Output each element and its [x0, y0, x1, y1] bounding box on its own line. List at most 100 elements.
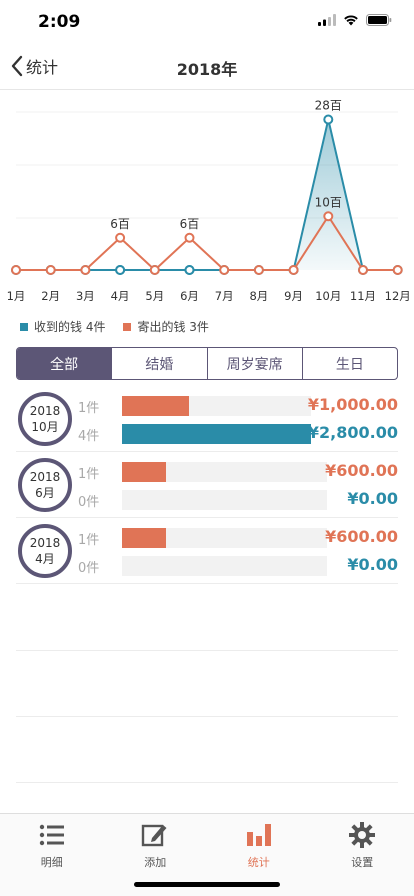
- sent-point: [149, 265, 160, 275]
- received-amount: ¥2,800.00: [307, 423, 398, 442]
- sent-bar: [122, 528, 166, 548]
- bar-chart-icon: [246, 824, 271, 846]
- record-month: 4月: [35, 552, 55, 566]
- x-tick-label: 5月: [145, 289, 164, 303]
- tab-bar: 明细 添加 统计 设置: [0, 813, 414, 896]
- date-circle: 2018 10月: [18, 392, 72, 446]
- x-tick-label: 6月: [180, 289, 199, 303]
- sent-bar: [122, 396, 190, 416]
- legend-received-label: 收到的钱 4件: [34, 320, 106, 334]
- point-label: 10百: [315, 195, 342, 209]
- status-time: 2:09: [38, 12, 81, 32]
- x-tick-label: 3月: [76, 289, 95, 303]
- sent-point: [392, 265, 403, 275]
- list-separator: [16, 782, 398, 783]
- record-month: 10月: [31, 420, 59, 434]
- received-bar-track: [122, 556, 327, 576]
- sent-count: 1件: [78, 467, 100, 482]
- filter-wedding[interactable]: 结婚: [112, 348, 208, 379]
- received-count: 0件: [78, 495, 100, 510]
- tab-add[interactable]: 添加: [104, 814, 208, 896]
- sent-point: [11, 265, 21, 275]
- page-title: 2018年: [176, 60, 238, 79]
- point-label: 6百: [110, 217, 130, 231]
- received-point: [115, 265, 126, 275]
- received-amount: ¥0.00: [347, 489, 398, 508]
- sent-amount: ¥600.00: [325, 527, 398, 546]
- x-tick-label: 9月: [284, 289, 303, 303]
- received-line: 0件 ¥0.00: [78, 489, 398, 511]
- filter-all[interactable]: 全部: [17, 348, 113, 379]
- battery-icon: [366, 14, 392, 26]
- x-tick-label: 4月: [111, 289, 130, 303]
- sent-line: 1件 ¥1,000.00: [78, 395, 398, 417]
- x-tick-label: 10月: [315, 289, 341, 303]
- sent-bar-track: [122, 528, 327, 548]
- sent-bar-track: [122, 396, 311, 416]
- gear-icon: [349, 822, 376, 848]
- record-row[interactable]: 2018 10月 1件 ¥1,000.00 4件 ¥2,800.00: [16, 386, 398, 452]
- date-circle: 2018 6月: [18, 458, 72, 512]
- sent-point: [80, 265, 91, 275]
- back-button[interactable]: 统计: [10, 54, 58, 78]
- point-label: 6百: [180, 217, 200, 231]
- sent-line: 1件 ¥600.00: [78, 527, 398, 549]
- tab-add-label: 添加: [144, 856, 167, 869]
- legend-sent-label: 寄出的钱 3件: [137, 320, 209, 334]
- tab-settings-label: 设置: [351, 856, 374, 869]
- legend-received: 收到的钱 4件: [20, 318, 105, 335]
- sent-bar-track: [122, 462, 327, 482]
- record-year: 2018: [29, 404, 61, 418]
- sent-count: 1件: [78, 533, 100, 548]
- legend-swatch-sent: [123, 322, 132, 331]
- sent-point: [184, 232, 195, 243]
- list-separator: [16, 716, 398, 717]
- received-point: [184, 265, 195, 275]
- received-bar-track: [122, 490, 327, 510]
- x-tick-label: 1月: [7, 289, 26, 303]
- point-label: 28百: [315, 99, 342, 113]
- list-separator: [16, 650, 398, 651]
- sent-point: [45, 265, 56, 275]
- filter-birthday[interactable]: 生日: [335, 356, 364, 373]
- filter-birthday-banquet[interactable]: 周岁宴席: [208, 348, 303, 379]
- status-icons: [318, 14, 392, 26]
- x-tick-label: 7月: [215, 289, 234, 303]
- record-row[interactable]: 2018 6月 1件 ¥600.00 0件 ¥0.00: [16, 452, 398, 518]
- legend-swatch-received: [20, 322, 28, 331]
- sent-point: [288, 265, 299, 275]
- record-year: 2018: [29, 536, 61, 550]
- tab-details[interactable]: 明细: [0, 814, 104, 896]
- tab-settings[interactable]: 设置: [311, 814, 414, 896]
- x-tick-label: 12月: [385, 289, 411, 303]
- sent-point: [219, 265, 230, 275]
- x-tick-label: 11月: [350, 289, 376, 303]
- date-circle: 2018 4月: [18, 524, 72, 578]
- received-amount: ¥0.00: [347, 555, 398, 574]
- received-count: 0件: [78, 561, 100, 576]
- tab-details-label: 明细: [40, 856, 63, 869]
- received-bar: [122, 424, 311, 444]
- sent-point: [253, 265, 264, 275]
- back-label: 统计: [26, 58, 59, 77]
- home-indicator: [134, 882, 280, 887]
- tab-stats-label: 统计: [247, 856, 270, 869]
- received-bar-track: [122, 424, 311, 444]
- tab-stats[interactable]: 统计: [207, 814, 311, 896]
- record-year: 2018: [29, 470, 61, 484]
- line-chart: 6百 6百 10百 28百 1月 2月 3月 4月 5月 6月 7月 8月 9月 10月 11月 12月: [7, 99, 411, 304]
- category-filter: 全部 结婚 周岁宴席 生日: [16, 347, 398, 380]
- record-month: 6月: [35, 486, 55, 500]
- list-icon: [39, 824, 64, 846]
- signal-icon: [318, 14, 336, 26]
- nav-bar: 统计 2018年: [0, 44, 414, 90]
- received-point: [323, 114, 334, 125]
- sent-series-line: [16, 214, 398, 272]
- status-bar: 2:09: [0, 0, 414, 44]
- edit-icon: [142, 824, 167, 847]
- sent-point: [323, 211, 334, 222]
- chart-legend: 收到的钱 4件 寄出的钱 3件: [20, 318, 209, 335]
- received-count: 4件: [78, 429, 100, 444]
- sent-line: 1件 ¥600.00: [78, 461, 398, 483]
- record-row[interactable]: 2018 4月 1件 ¥600.00 0件 ¥0.00: [16, 518, 398, 584]
